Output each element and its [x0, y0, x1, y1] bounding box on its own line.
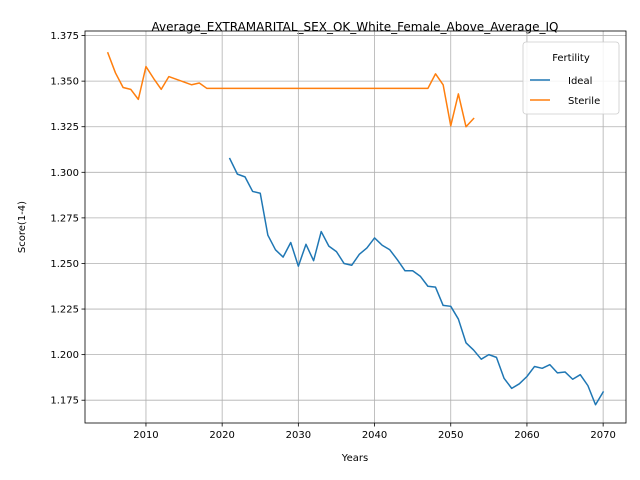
x-axis-label: Years — [341, 453, 368, 464]
legend-box — [522, 41, 620, 115]
legend-label-sterile: Sterile — [568, 96, 600, 107]
y-tick-label: 1.175 — [50, 396, 79, 407]
series-line-sterile — [106, 51, 475, 128]
data-series — [106, 51, 605, 406]
y-tick-label: 1.350 — [50, 77, 79, 88]
y-tick-label: 1.275 — [50, 213, 79, 224]
x-tick-label: 2040 — [362, 430, 387, 441]
plot-frame — [84, 30, 627, 424]
chart-title: Average_EXTRAMARITAL_SEX_OK_White_Female… — [152, 20, 559, 34]
x-tick-label: 2060 — [514, 430, 539, 441]
x-tick-label: 2070 — [590, 430, 615, 441]
legend-entries: Ideal Sterile — [530, 76, 600, 107]
series-line-ideal — [228, 157, 605, 406]
x-tick-label: 2030 — [286, 430, 311, 441]
y-tick-label: 1.375 — [50, 31, 79, 42]
legend: Fertility Ideal Sterile — [522, 41, 620, 115]
legend-title: Fertility — [552, 53, 590, 64]
y-tick-label: 1.325 — [50, 122, 79, 133]
x-tick-label: 2020 — [209, 430, 234, 441]
grid-lines — [85, 31, 626, 423]
y-tick-label: 1.250 — [50, 259, 79, 270]
y-axis-label: Score(1-4) — [17, 201, 28, 253]
x-tick-label: 2050 — [438, 430, 463, 441]
x-tick-label: 2010 — [133, 430, 158, 441]
y-tick-label: 1.300 — [50, 168, 79, 179]
y-tick-label: 1.200 — [50, 350, 79, 361]
y-tick-label: 1.225 — [50, 305, 79, 316]
x-axis-ticks: 2010 2020 2030 2040 2050 2060 2070 — [133, 423, 616, 441]
y-axis-ticks: 1.175 1.200 1.225 1.250 1.275 1.300 1.325 1.350… — [50, 31, 85, 407]
legend-label-ideal: Ideal — [568, 76, 592, 87]
